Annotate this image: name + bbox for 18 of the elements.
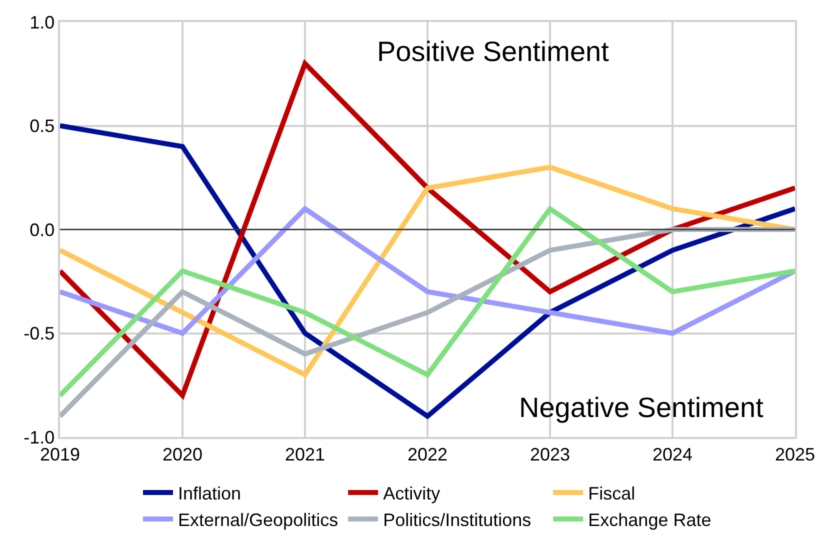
y-tick-label: 0.0	[30, 220, 55, 240]
annotation: Positive Sentiment	[377, 36, 610, 67]
x-tick-label: 2021	[284, 444, 326, 464]
x-tick-label: 2022	[407, 444, 448, 464]
x-tick-label: 2025	[774, 444, 816, 464]
legend-label: Activity	[383, 484, 440, 504]
legend-label: Politics/Institutions	[383, 510, 532, 530]
y-tick-label: 0.5	[30, 116, 55, 136]
y-tick-label: -0.5	[24, 324, 55, 344]
legend-label: Inflation	[178, 484, 242, 504]
x-tick-label: 2024	[652, 444, 693, 464]
legend-label: Fiscal	[588, 484, 636, 504]
legend-label: Exchange Rate	[588, 510, 712, 530]
legend-label: External/Geopolitics	[178, 510, 338, 530]
annotation: Negative Sentiment	[519, 392, 764, 423]
y-tick-label: 1.0	[30, 12, 55, 32]
x-tick-label: 2020	[162, 444, 203, 464]
x-tick-label: 2023	[530, 444, 570, 464]
